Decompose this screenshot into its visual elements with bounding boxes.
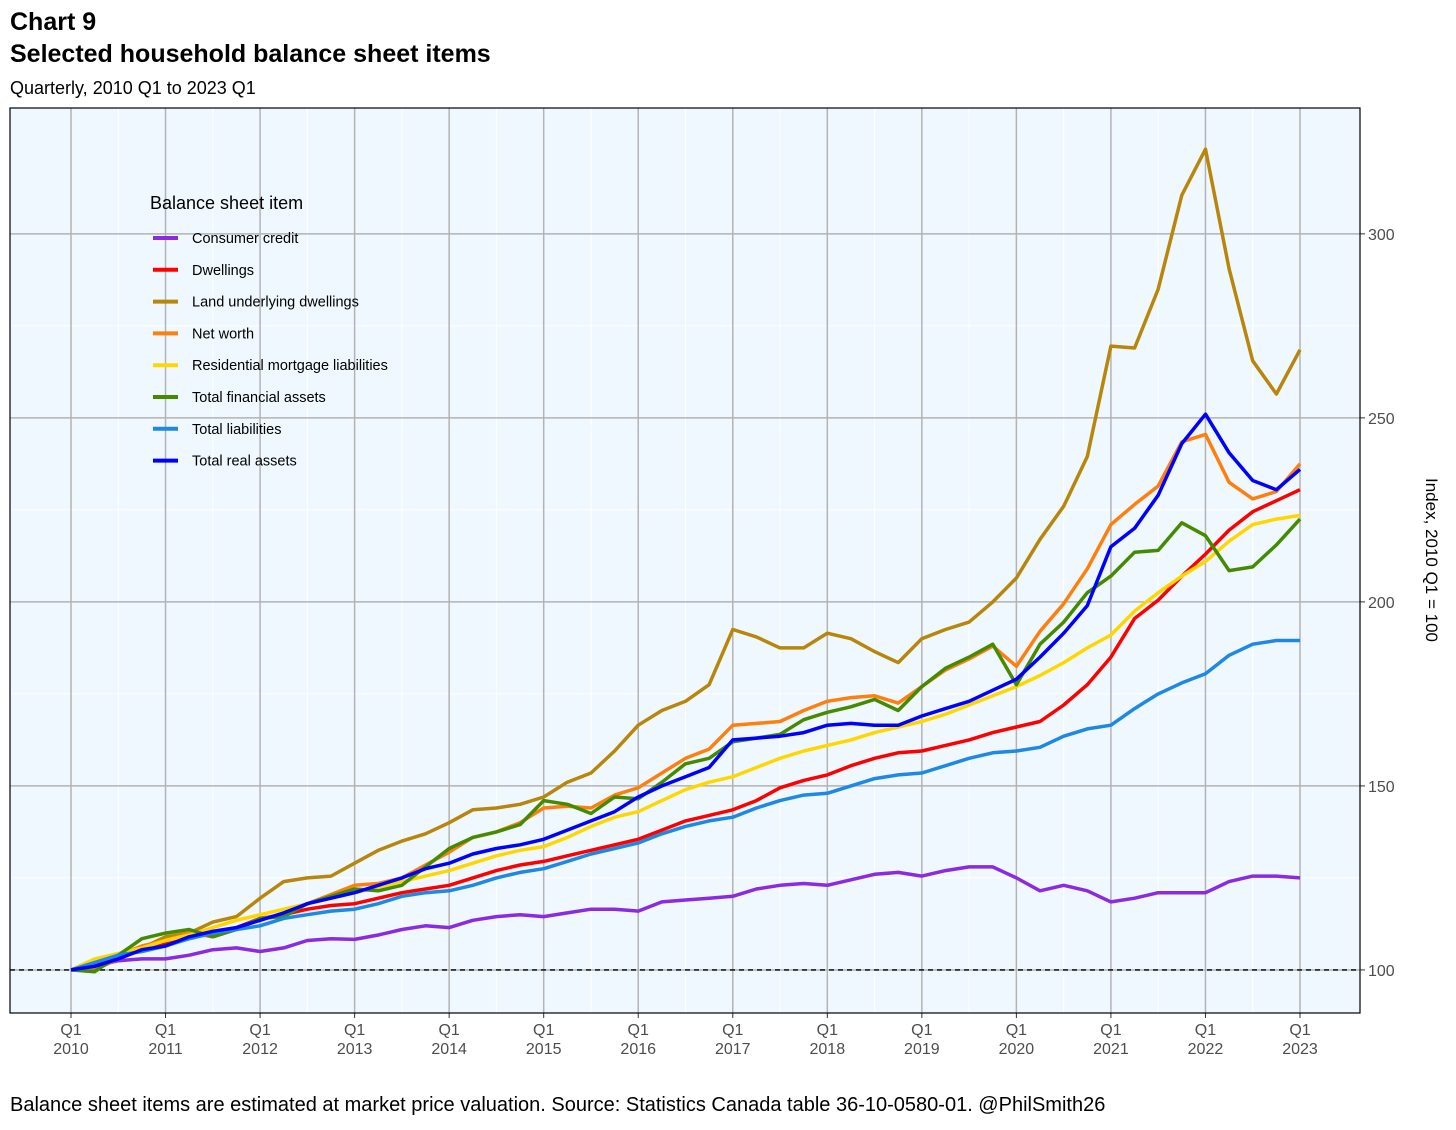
chart-title: Chart 9 <box>10 8 96 36</box>
legend-label: Dwellings <box>192 263 254 279</box>
x-tick-label: Q1 2019 <box>904 1022 940 1058</box>
legend-label: Consumer credit <box>192 231 298 247</box>
x-tick-label: Q1 2023 <box>1282 1022 1318 1058</box>
y-axis-title: Index, 2010 Q1 = 100 <box>1422 478 1441 642</box>
legend-title: Balance sheet item <box>150 193 303 213</box>
x-tick-label: Q1 2014 <box>431 1022 467 1058</box>
y-tick-label: 250 <box>1368 411 1395 428</box>
series-line <box>70 412 1302 972</box>
x-tick-label: Q1 2018 <box>810 1022 846 1058</box>
x-tick-label: Q1 2016 <box>620 1022 656 1058</box>
x-tick-label: Q1 2021 <box>1093 1022 1129 1058</box>
legend-label: Total real assets <box>192 454 297 470</box>
x-tick-label: Q1 2013 <box>337 1022 373 1058</box>
legend-label: Total liabilities <box>192 422 281 438</box>
legend-label: Net worth <box>192 326 254 342</box>
x-tick-label: Q1 2015 <box>526 1022 562 1058</box>
legend-label: Residential mortgage liabilities <box>192 358 388 374</box>
plot-border <box>9 107 1361 1014</box>
x-tick-label: Q1 2020 <box>999 1022 1035 1058</box>
series-line <box>70 865 1301 972</box>
series-line <box>70 638 1300 972</box>
y-tick-label: 150 <box>1368 779 1395 796</box>
legend-label: Total financial assets <box>192 390 326 406</box>
x-tick-label: Q1 2017 <box>715 1022 751 1058</box>
y-tick-label: 100 <box>1368 963 1395 980</box>
chart-subtitle: Quarterly, 2010 Q1 to 2023 Q1 <box>10 78 256 98</box>
series-line <box>71 147 1302 972</box>
x-tick-label: Q1 2012 <box>242 1022 278 1058</box>
x-tick-label: Q1 2010 <box>53 1022 89 1058</box>
x-tick-label: Q1 2022 <box>1188 1022 1224 1058</box>
legend-label: Land underlying dwellings <box>192 295 359 311</box>
y-tick-label: 300 <box>1368 227 1395 244</box>
y-tick-label: 200 <box>1368 595 1395 612</box>
caption: Balance sheet items are estimated at mar… <box>10 1094 1105 1116</box>
series-line <box>70 513 1301 972</box>
x-tick-label: Q1 2011 <box>148 1022 183 1058</box>
chart-subtitle-title: Selected household balance sheet items <box>10 40 491 68</box>
